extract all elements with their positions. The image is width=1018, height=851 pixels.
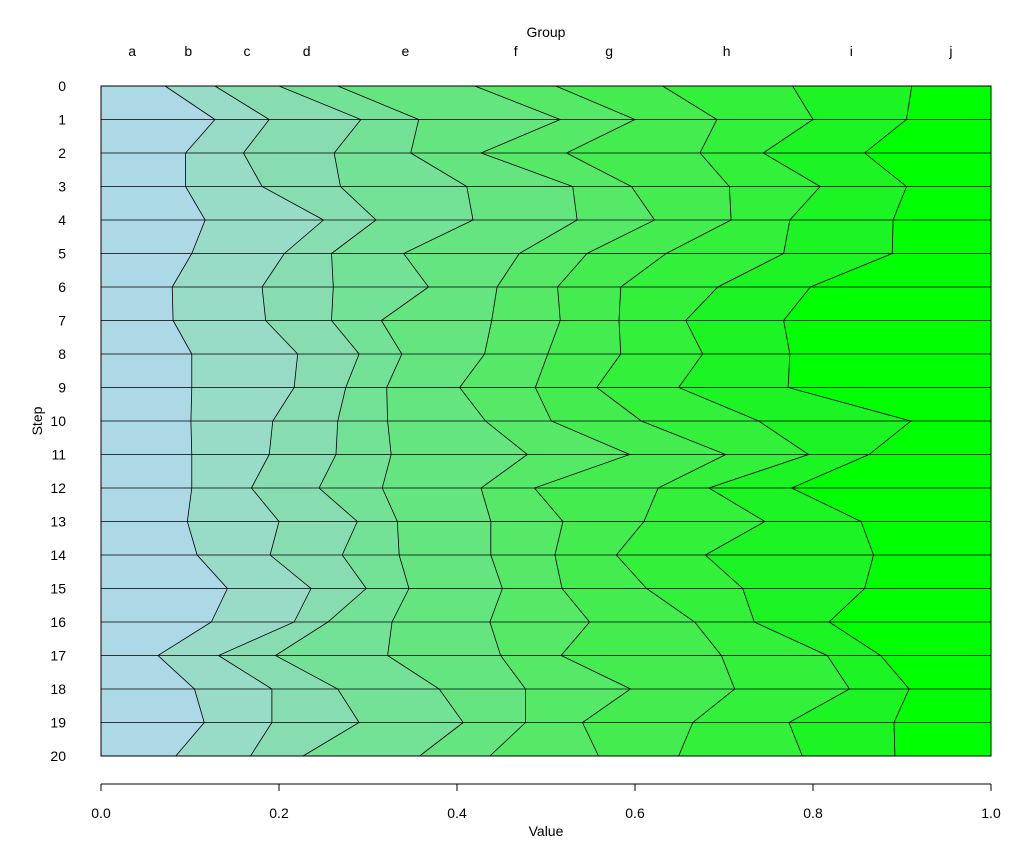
y-tick-label-9: 9 <box>58 380 66 396</box>
group-label-c: c <box>243 43 250 59</box>
y-tick-label-5: 5 <box>58 246 66 262</box>
y-tick-label-6: 6 <box>58 279 66 295</box>
y-tick-label-4: 4 <box>58 212 66 228</box>
group-label-a: a <box>128 43 136 59</box>
x-axis-label: Value <box>529 823 564 839</box>
y-tick-label-12: 12 <box>50 480 66 496</box>
y-tick-label-8: 8 <box>58 346 66 362</box>
x-tick-label-0: 0.0 <box>91 805 111 821</box>
group-label-i: i <box>850 43 853 59</box>
boundary-line-c-d <box>274 85 377 757</box>
y-tick-label-0: 0 <box>58 78 66 94</box>
x-tick-label-3: 0.6 <box>625 805 645 821</box>
group-labels: a b c d e f g h i j <box>128 43 952 59</box>
y-tick-label-18: 18 <box>50 681 66 697</box>
x-tick-label-2: 0.4 <box>447 805 467 821</box>
y-tick-label-20: 20 <box>50 748 66 764</box>
y-tick-label-7: 7 <box>58 313 66 329</box>
boundary-line-a-b <box>157 85 228 757</box>
boundary-line-i-j <box>783 85 913 757</box>
y-tick-label-17: 17 <box>50 648 66 664</box>
y-axis-label: Step <box>29 406 45 435</box>
boundary-line-d-e <box>337 85 474 757</box>
boundary-line-h-i <box>677 85 851 757</box>
boundary-line-b-c <box>214 85 325 757</box>
boundary-line-e-f <box>459 85 578 757</box>
x-tick-label-1: 0.2 <box>269 805 289 821</box>
y-tick-label-1: 1 <box>58 112 66 128</box>
plot-frame <box>100 85 992 757</box>
group-label-d: d <box>303 43 311 59</box>
step-lines <box>101 85 991 757</box>
group-label-b: b <box>184 43 192 59</box>
group-label-j: j <box>948 43 952 59</box>
y-tick-label-2: 2 <box>58 145 66 161</box>
y-tick-label-15: 15 <box>50 581 66 597</box>
x-tick-label-4: 0.8 <box>803 805 823 821</box>
boundary-line-g-h <box>596 85 736 757</box>
x-tick-label-5: 1.0 <box>981 805 1001 821</box>
top-axis-label: Group <box>527 24 566 40</box>
boundary-lines <box>157 85 913 757</box>
y-tick-label-19: 19 <box>50 715 66 731</box>
y-tick-label-14: 14 <box>50 547 66 563</box>
group-label-g: g <box>605 43 613 59</box>
y-tick-label-10: 10 <box>50 413 66 429</box>
y-tick-label-11: 11 <box>51 447 66 463</box>
y-tick-label-3: 3 <box>58 179 66 195</box>
group-label-h: h <box>723 43 731 59</box>
boundary-line-f-g <box>533 85 656 757</box>
x-axis: 0.0 0.2 0.4 0.6 0.8 1.0 <box>91 783 1001 821</box>
group-label-e: e <box>401 43 409 59</box>
group-label-f: f <box>514 43 518 59</box>
y-tick-label-16: 16 <box>50 614 66 630</box>
y-tick-label-13: 13 <box>50 514 66 530</box>
